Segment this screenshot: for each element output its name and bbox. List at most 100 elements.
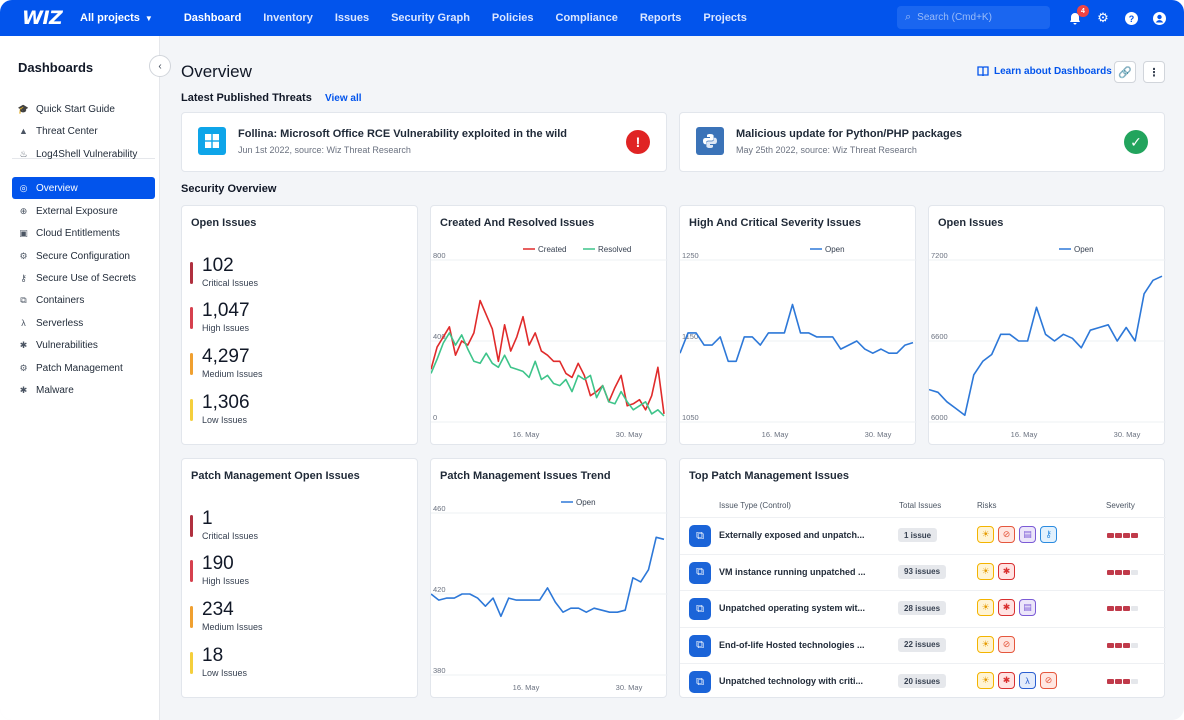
series-line-open[interactable]	[929, 275, 1163, 417]
sidebar-item-cloud-entitlements[interactable]: ▣ Cloud Entitlements	[12, 222, 155, 244]
sidebar-item-label: External Exposure	[36, 205, 118, 217]
lambda-icon: λ	[21, 318, 26, 328]
sidebar-item-serverless[interactable]: λ Serverless	[12, 312, 155, 334]
bug-icon: ✱	[19, 384, 28, 395]
exposure-icon[interactable]: ☀	[977, 562, 994, 580]
nav-link-inventory[interactable]: Inventory	[263, 12, 313, 24]
table-row[interactable]: ⧉ Unpatched operating system wit... 28 iss…	[680, 590, 1166, 626]
issue-type-name[interactable]: Unpatched operating system wit...	[719, 603, 866, 613]
exposure-icon[interactable]: ☀	[977, 635, 994, 653]
view-all-link[interactable]: View all	[325, 93, 362, 104]
project-selector-label: All projects	[80, 12, 140, 24]
series-line-created[interactable]	[431, 299, 665, 415]
gear-icon[interactable]: ⚙	[1097, 10, 1109, 25]
eol-icon[interactable]: ⊘	[1040, 672, 1057, 689]
legend-label[interactable]: Open	[825, 245, 845, 254]
search-input[interactable]: ⌕ Search (Cmd+K)	[897, 6, 1050, 29]
sidebar-item-secure-use-of-secrets[interactable]: ⚷ Secure Use of Secrets	[12, 267, 155, 289]
legend-label[interactable]: Resolved	[598, 245, 631, 254]
nav-link-issues[interactable]: Issues	[334, 12, 370, 24]
severity-segment	[1107, 569, 1114, 575]
severity-segment	[1131, 679, 1138, 684]
severity-bar	[190, 262, 193, 284]
project-selector[interactable]: All projects ▼	[80, 12, 153, 24]
threat-subtitle: May 25th 2022, source: Wiz Threat Resear…	[736, 145, 917, 155]
nav-link-dashboard[interactable]: Dashboard	[183, 12, 242, 24]
issue-type-name[interactable]: Unpatched technology with criti...	[719, 676, 864, 686]
help-icon[interactable]: ?	[1124, 11, 1138, 25]
card-title: Open Issues	[191, 217, 257, 229]
eol-icon[interactable]: ⊘	[998, 526, 1015, 543]
sidebar-item-external-exposure[interactable]: ⊕ External Exposure	[12, 200, 155, 222]
series-line-open[interactable]	[431, 536, 665, 618]
exposure-icon[interactable]: ☀	[977, 599, 994, 616]
sidebar-item-vulnerabilities[interactable]: ✱ Vulnerabilities	[12, 334, 155, 356]
nav-link-projects[interactable]: Projects	[703, 12, 747, 24]
severity-indicator	[1107, 533, 1138, 538]
sidebar-item-secure-configuration[interactable]: ⚙ Secure Configuration	[12, 245, 155, 267]
x-tick-label: 30. May	[865, 430, 892, 439]
threat-title: Malicious update for Python/PHP packages	[736, 128, 962, 140]
bug-icon[interactable]: ✱	[998, 599, 1015, 616]
table-row[interactable]: ⧉ Unpatched technology with criti... 20 is…	[680, 663, 1166, 699]
threat-card-follina[interactable]: Follina: Microsoft Office RCE Vulnerabil…	[181, 112, 667, 172]
exposure-icon[interactable]: ☀	[977, 526, 994, 543]
user-icon[interactable]	[1152, 11, 1166, 25]
wiz-logo[interactable]: WIZ	[22, 7, 63, 29]
table-row[interactable]: ⧉ End-of-life Hosted technologies ... 22 i…	[680, 626, 1166, 663]
eol-icon[interactable]: ⊘	[998, 635, 1015, 653]
table-row[interactable]: ⧉ Externally exposed and unpatch... 1 issu…	[680, 517, 1166, 553]
legend-label[interactable]: Open	[576, 498, 596, 507]
lambda-icon[interactable]: λ	[1019, 672, 1036, 689]
sidebar-item-log4shell-vulnerability[interactable]: ♨ Log4Shell Vulnerability	[12, 143, 155, 165]
sidebar-item-malware[interactable]: ✱ Malware	[12, 379, 155, 401]
issue-type-name[interactable]: VM instance running unpatched ...	[719, 566, 866, 577]
legend-label[interactable]: Created	[538, 245, 566, 254]
link-button[interactable]: 🔗	[1114, 61, 1136, 83]
nav-link-compliance[interactable]: Compliance	[555, 12, 618, 24]
key-icon[interactable]: ⚷	[1040, 526, 1057, 543]
issue-type-name[interactable]: Externally exposed and unpatch...	[719, 530, 865, 540]
nav-link-policies[interactable]: Policies	[491, 12, 534, 24]
patch-trend-chart: Open 460 420 380 16. May 30. May	[431, 498, 668, 692]
series-line-resolved[interactable]	[431, 332, 665, 417]
metric-value: 234	[202, 599, 234, 620]
threat-card-python[interactable]: Malicious update for Python/PHP packages…	[679, 112, 1165, 172]
legend-label[interactable]: Open	[1074, 245, 1094, 254]
sidebar-item-patch-management[interactable]: ⚙ Patch Management	[12, 357, 155, 379]
flame-icon: ♨	[19, 148, 28, 159]
control-icon: ⧉	[689, 598, 711, 620]
nav-link-reports[interactable]: Reports	[639, 12, 682, 24]
issue-type-name[interactable]: End-of-life Hosted technologies ...	[719, 639, 865, 650]
identity-icon[interactable]: ▤	[1019, 599, 1036, 616]
bell-icon[interactable]: 4	[1068, 5, 1089, 25]
table-row[interactable]: ⧉ VM instance running unpatched ... 93 iss…	[680, 553, 1166, 590]
collapse-sidebar-button[interactable]: ‹	[149, 55, 171, 77]
graduation-cap-icon: 🎓	[17, 103, 30, 114]
column-header-total-issues[interactable]: Total Issues	[899, 501, 942, 510]
identity-icon[interactable]: ▤	[1019, 526, 1036, 543]
column-header-risks[interactable]: Risks	[977, 501, 997, 510]
severity-segment	[1131, 533, 1138, 538]
series-line-open[interactable]	[680, 303, 914, 363]
nav-link-security-graph[interactable]: Security Graph	[391, 12, 470, 24]
sidebar-item-overview[interactable]: ◎ Overview	[12, 177, 155, 199]
severity-segment	[1115, 606, 1122, 611]
more-options-button[interactable]: ⋮	[1143, 61, 1165, 83]
column-header-issue-type[interactable]: Issue Type (Control)	[719, 501, 791, 510]
bug-icon[interactable]: ✱	[998, 562, 1015, 580]
exposure-icon[interactable]: ☀	[977, 672, 994, 689]
x-tick-label: 16. May	[513, 430, 540, 439]
sidebar-item-quick-start-guide[interactable]: 🎓 Quick Start Guide	[12, 98, 155, 120]
severity-indicator	[1107, 606, 1138, 611]
bug-icon[interactable]: ✱	[998, 672, 1015, 689]
sidebar-item-threat-center[interactable]: ▲ Threat Center	[12, 120, 155, 142]
x-tick-label: 16. May	[513, 683, 540, 692]
sidebar-item-containers[interactable]: ⧉ Containers	[12, 289, 155, 311]
bug-icon: ✱	[19, 339, 28, 350]
key-icon: ⚷	[20, 272, 27, 283]
control-icon: ⧉	[689, 561, 711, 584]
learn-about-dashboards-link[interactable]: Learn about Dashboards	[977, 66, 1112, 77]
column-header-severity[interactable]: Severity	[1106, 501, 1135, 510]
severity-bar	[190, 353, 193, 375]
